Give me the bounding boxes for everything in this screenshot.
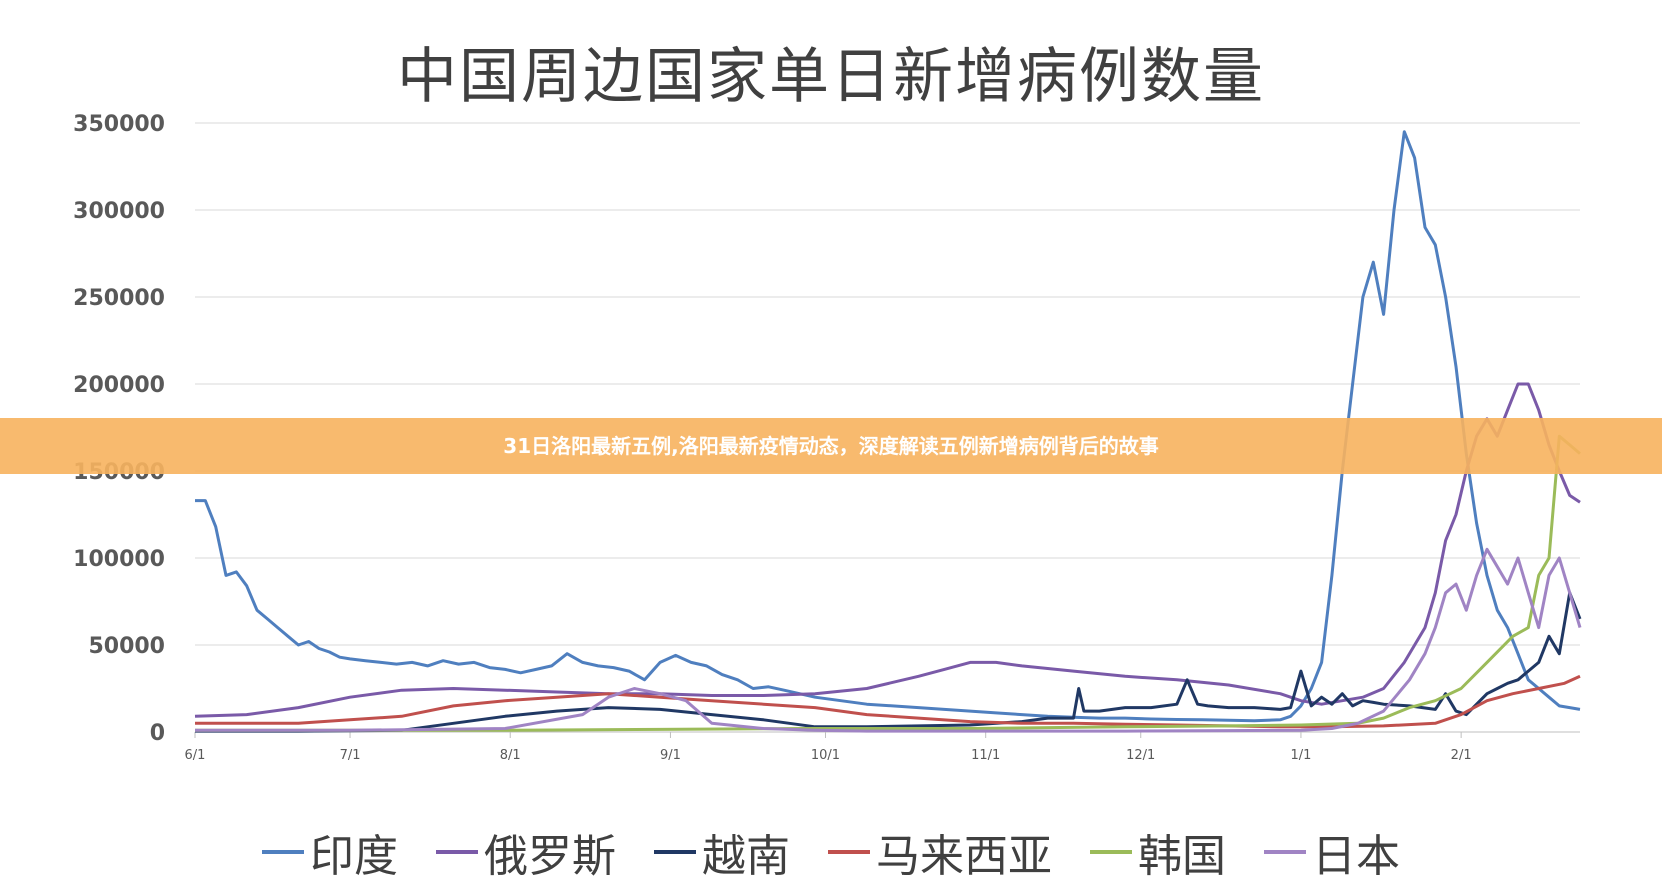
series-line-印度 [195, 130, 1581, 723]
x-tick-label: 12/1 [1126, 748, 1155, 763]
x-tick-label: 6/1 [185, 748, 206, 763]
series-line-越南 [195, 591, 1582, 733]
y-tick-label: 50000 [88, 634, 165, 659]
legend-label: 印度 [310, 831, 398, 882]
x-tick-label: 11/1 [971, 748, 1000, 763]
x-tick-label: 8/1 [500, 748, 521, 763]
x-tick-label: 7/1 [340, 748, 361, 763]
legend-item: 韩国 [1090, 820, 1226, 884]
y-tick-label: 100000 [73, 547, 165, 572]
legend-label: 俄罗斯 [484, 831, 616, 882]
x-tick-label: 9/1 [660, 748, 681, 763]
legend-item: 越南 [654, 820, 790, 884]
legend-swatch [262, 850, 304, 854]
y-axis-ticks: 0500001000001500002000002500003000003500… [73, 112, 165, 746]
series-line-日本 [195, 547, 1582, 733]
x-axis-ticks: 6/1 7/1 8/1 9/1 10/1 11/1 12/1 1/1 2/1 [185, 732, 1472, 763]
y-tick-label: 300000 [73, 199, 165, 224]
legend-swatch [654, 850, 696, 854]
legend-swatch [828, 850, 870, 854]
chart-legend: 印度 俄罗斯 越南 马来西亚 韩国 日本 [0, 820, 1662, 884]
y-tick-label: 350000 [73, 112, 165, 137]
headline-banner: 31日洛阳最新五例,洛阳最新疫情动态，深度解读五例新增病例背后的故事 [0, 418, 1662, 474]
x-tick-label: 10/1 [811, 748, 840, 763]
series-line-韩国 [195, 434, 1581, 732]
legend-item: 日本 [1264, 820, 1400, 884]
legend-swatch [436, 850, 478, 854]
x-tick-label: 1/1 [1290, 748, 1311, 763]
legend-swatch [1264, 850, 1306, 854]
legend-label: 马来西亚 [876, 831, 1052, 882]
headline-text: 31日洛阳最新五例,洛阳最新疫情动态，深度解读五例新增病例背后的故事 [503, 434, 1159, 458]
legend-item: 马来西亚 [828, 820, 1052, 884]
legend-label: 越南 [702, 831, 790, 882]
legend-label: 韩国 [1138, 831, 1226, 882]
x-tick-label: 2/1 [1451, 748, 1472, 763]
legend-swatch [1090, 850, 1132, 854]
legend-item: 俄罗斯 [436, 820, 616, 884]
series-line-马来西亚 [195, 674, 1581, 729]
y-tick-label: 0 [150, 721, 165, 746]
chart-title: 中国周边国家单日新增病例数量 [397, 42, 1265, 112]
legend-item: 印度 [262, 820, 398, 884]
legend-label: 日本 [1312, 831, 1400, 882]
y-tick-label: 200000 [73, 373, 165, 398]
y-tick-label: 250000 [73, 286, 165, 311]
